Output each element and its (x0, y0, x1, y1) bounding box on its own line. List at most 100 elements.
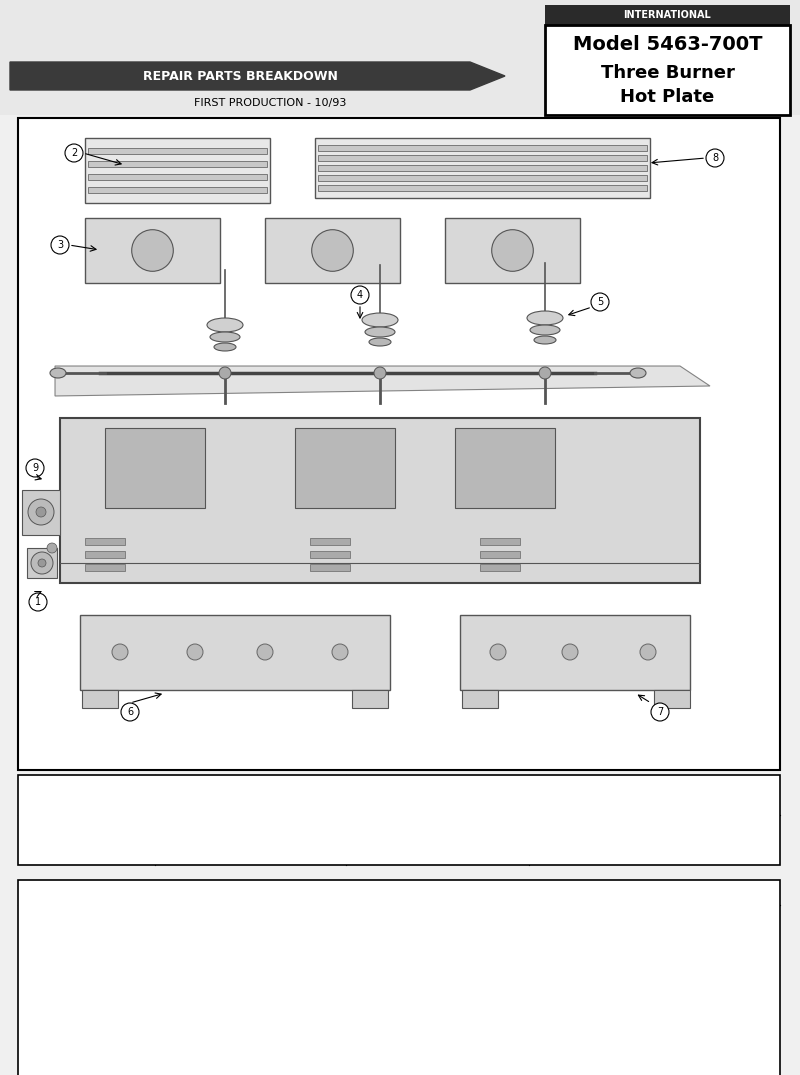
Text: Double Grate: Double Grate (535, 1051, 614, 1064)
Bar (545, 25, 790, 115)
Text: 3: 3 (57, 240, 63, 250)
Text: 7: 7 (657, 707, 663, 717)
Text: FUEL CAPACITY: FUEL CAPACITY (42, 790, 131, 800)
Bar (445, 218, 580, 283)
Text: 5462-1551: 5462-1551 (230, 951, 294, 964)
Text: Model 5463-700T: Model 5463-700T (573, 35, 762, 55)
Text: Bulk: Bulk (75, 835, 98, 845)
Text: 9: 9 (32, 463, 38, 473)
Text: DESCRIPTION: DESCRIPTION (530, 886, 619, 899)
Bar (85, 538, 125, 545)
Circle shape (187, 644, 203, 660)
Bar (265, 218, 400, 283)
Text: Single Burner Bracket: Single Burner Bracket (510, 1032, 638, 1045)
Text: 29' x 4' x 11 3/4'
(74 cm x 10 cm x 30 cm): 29' x 4' x 11 3/4' (74 cm x 10 cm x 30 c… (186, 829, 315, 850)
Bar (27, 548, 57, 578)
Text: 4: 4 (83, 972, 90, 985)
Bar (88, 161, 267, 167)
Text: 3: 3 (83, 951, 90, 964)
Bar (88, 187, 267, 194)
Circle shape (121, 703, 139, 721)
Text: 5: 5 (83, 991, 90, 1004)
Bar (85, 564, 125, 571)
Circle shape (490, 644, 506, 660)
Text: INTERNATIONAL: INTERNATIONAL (624, 10, 711, 20)
Bar (85, 551, 125, 558)
Text: Double Burner Bracket: Double Burner Bracket (507, 1012, 642, 1024)
Circle shape (651, 703, 669, 721)
Text: 5463-5451: 5463-5451 (230, 1072, 294, 1075)
Bar (105, 428, 205, 508)
Circle shape (492, 230, 534, 271)
Ellipse shape (534, 336, 556, 344)
Text: 5462-1491: 5462-1491 (230, 912, 294, 924)
Bar (310, 551, 350, 558)
Text: 6: 6 (127, 707, 133, 717)
Bar (0, 0, 800, 115)
Polygon shape (10, 62, 505, 90)
Text: 2: 2 (71, 148, 77, 158)
Text: 8: 8 (712, 153, 718, 163)
Bar (310, 538, 350, 545)
Circle shape (562, 644, 578, 660)
Text: 5463-3161: 5463-3161 (230, 1051, 294, 1064)
Bar (455, 428, 555, 508)
Text: 8: 8 (83, 1051, 90, 1064)
Ellipse shape (527, 311, 563, 325)
Text: Drip Pan: Drip Pan (549, 951, 599, 964)
Bar (318, 155, 647, 161)
Text: 5462-2281: 5462-2281 (230, 972, 294, 985)
Bar (88, 148, 267, 154)
Ellipse shape (630, 368, 646, 378)
Text: I.D.#: I.D.# (70, 886, 103, 899)
Text: Three Burner: Three Burner (601, 64, 734, 82)
Bar (654, 690, 690, 708)
Circle shape (38, 559, 46, 567)
Text: 1: 1 (35, 597, 41, 607)
Text: FIRST PRODUCTION - 10/93: FIRST PRODUCTION - 10/93 (194, 98, 346, 108)
Bar (80, 615, 390, 690)
Text: 1: 1 (83, 912, 90, 924)
Bar (22, 490, 60, 535)
Circle shape (132, 230, 174, 271)
Bar (295, 428, 395, 508)
Text: 5463-0231: 5463-0231 (230, 1032, 294, 1045)
Text: 2: 2 (83, 932, 90, 945)
Bar (318, 185, 647, 191)
Circle shape (31, 551, 53, 574)
Text: Valve Assembly: Valve Assembly (528, 1072, 621, 1075)
Bar (318, 175, 647, 181)
Text: DIMENSIONS: DIMENSIONS (213, 790, 288, 800)
Text: 9: 9 (83, 1072, 90, 1075)
Bar (480, 538, 520, 545)
Bar (352, 690, 388, 708)
Circle shape (26, 459, 44, 477)
Circle shape (219, 367, 231, 379)
Text: 6: 6 (83, 1012, 90, 1024)
Ellipse shape (214, 343, 236, 352)
Text: 5462-5271: 5462-5271 (230, 991, 294, 1004)
Bar (88, 174, 267, 180)
Text: Hot Plate: Hot Plate (620, 88, 714, 106)
Text: REPAIR PARTS BREAKDOWN: REPAIR PARTS BREAKDOWN (142, 70, 338, 83)
Bar (315, 138, 650, 198)
Circle shape (539, 367, 551, 379)
Circle shape (332, 644, 348, 660)
Ellipse shape (369, 338, 391, 346)
Circle shape (312, 230, 354, 271)
Bar (18, 118, 780, 770)
Text: Knob & Screw: Knob & Screw (533, 912, 615, 924)
Ellipse shape (362, 313, 398, 327)
Text: Burner Assembly: Burner Assembly (524, 991, 625, 1004)
Ellipse shape (530, 325, 560, 335)
Circle shape (47, 543, 57, 553)
Bar (318, 145, 647, 150)
Circle shape (257, 644, 273, 660)
Bar (60, 418, 700, 583)
Circle shape (36, 507, 46, 517)
Bar (310, 564, 350, 571)
Circle shape (706, 149, 724, 167)
Circle shape (29, 593, 47, 611)
Bar (318, 164, 647, 171)
Ellipse shape (50, 368, 66, 378)
